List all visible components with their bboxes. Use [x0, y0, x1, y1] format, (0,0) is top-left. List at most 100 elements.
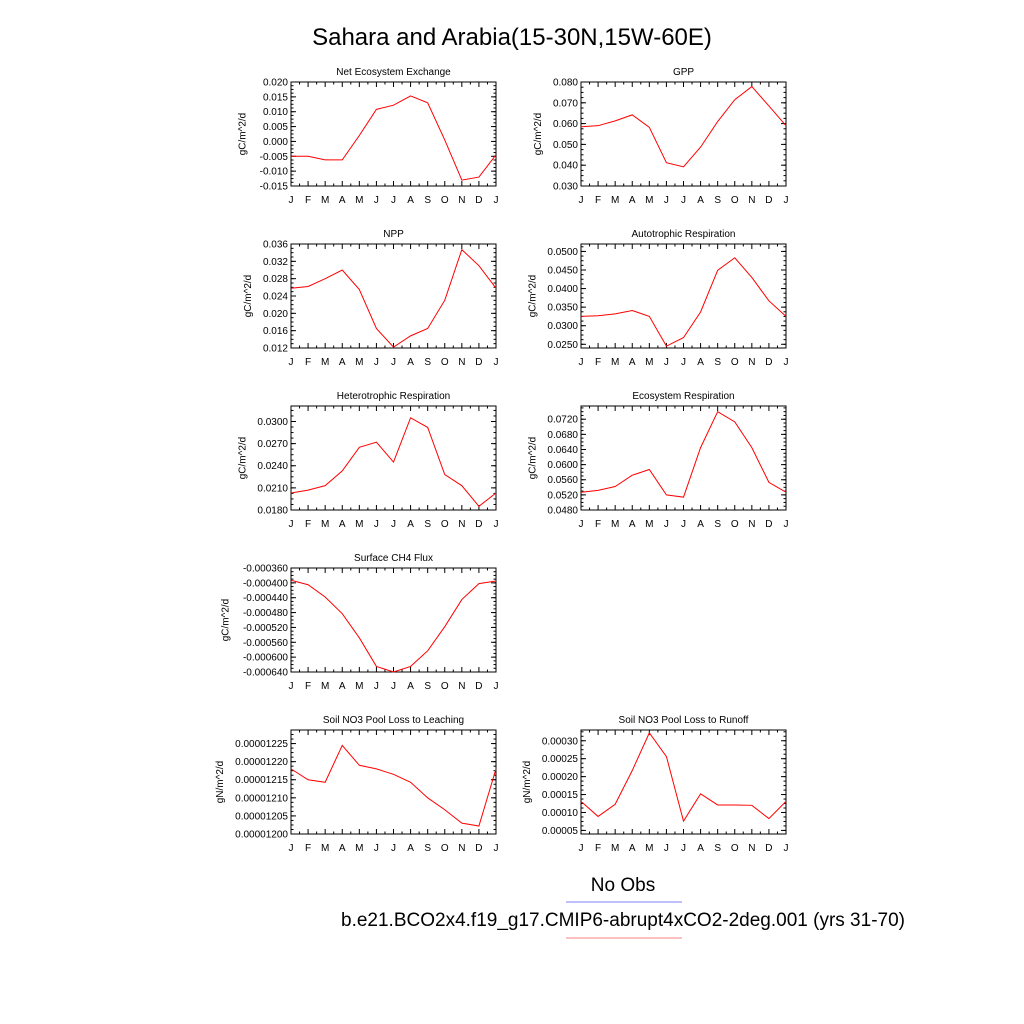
x-tick-label: J	[494, 357, 499, 368]
y-tick-label: 0.0250	[547, 340, 578, 351]
x-tick-label: J	[681, 519, 686, 530]
x-tick-label: A	[697, 843, 704, 854]
y-tick-label: 0.016	[263, 326, 288, 337]
y-tick-label: 0.0680	[547, 430, 578, 441]
x-tick-label: A	[407, 357, 414, 368]
x-tick-label: J	[579, 195, 584, 206]
x-tick-label: D	[765, 843, 772, 854]
x-tick-label: F	[305, 195, 311, 206]
y-tick-label: 0.0520	[547, 490, 578, 501]
x-tick-label: F	[305, 357, 311, 368]
x-tick-label: S	[424, 195, 431, 206]
plot-frame	[290, 405, 497, 511]
x-tick-label: A	[629, 519, 636, 530]
x-tick-label: A	[407, 843, 414, 854]
x-tick-label: O	[441, 195, 449, 206]
x-tick-label: O	[731, 195, 739, 206]
series-line	[290, 248, 497, 348]
x-tick-label: J	[289, 195, 294, 206]
series-line	[580, 257, 787, 347]
x-tick-label: S	[424, 681, 431, 692]
x-tick-label: M	[355, 843, 363, 854]
x-tick-label: J	[391, 357, 396, 368]
legend-entry-model: b.e21.BCO2x4.f19_g17.CMIP6-abrupt4xCO2-2…	[341, 910, 905, 931]
y-tick-label: 0.0500	[547, 247, 578, 258]
x-tick-label: M	[321, 195, 329, 206]
x-tick-label: M	[645, 357, 653, 368]
y-tick-label: -0.015	[260, 182, 289, 193]
panel-title: Soil NO3 Pool Loss to Runoff	[619, 715, 749, 726]
x-tick-label: O	[731, 519, 739, 530]
y-axis-label: gC/m^2/d	[237, 437, 248, 480]
y-tick-label: 0.0350	[547, 303, 578, 314]
x-tick-label: F	[595, 519, 601, 530]
y-tick-label: 0.050	[553, 140, 578, 151]
y-tick-label: 0.00025	[542, 754, 579, 765]
x-tick-label: D	[475, 843, 482, 854]
y-tick-label: 0.020	[263, 309, 288, 320]
x-tick-label: O	[731, 357, 739, 368]
x-tick-label: J	[289, 519, 294, 530]
x-tick-label: M	[321, 843, 329, 854]
x-tick-label: J	[784, 357, 789, 368]
x-tick-label: J	[579, 519, 584, 530]
x-tick-label: N	[748, 357, 755, 368]
y-tick-label: 0.00001220	[235, 757, 288, 768]
y-tick-label: 0.080	[553, 78, 578, 89]
x-tick-label: J	[664, 843, 669, 854]
plot-frame	[580, 81, 787, 187]
x-tick-label: M	[321, 357, 329, 368]
x-tick-label: A	[697, 357, 704, 368]
x-tick-label: J	[374, 357, 379, 368]
x-tick-label: A	[629, 357, 636, 368]
y-axis-label: gC/m^2/d	[533, 113, 544, 156]
y-tick-label: -0.000560	[243, 638, 288, 649]
x-tick-label: J	[681, 195, 686, 206]
x-tick-label: N	[458, 195, 465, 206]
series-line	[580, 731, 787, 823]
figure-title: Sahara and Arabia(15-30N,15W-60E)	[312, 24, 712, 51]
x-tick-label: J	[374, 681, 379, 692]
x-tick-label: M	[321, 681, 329, 692]
x-tick-label: F	[305, 843, 311, 854]
y-axis-label: gC/m^2/d	[527, 275, 538, 318]
plot-frame	[290, 243, 497, 349]
x-tick-label: N	[748, 843, 755, 854]
y-tick-label: 0.0300	[257, 417, 288, 428]
x-tick-label: J	[784, 195, 789, 206]
x-tick-label: D	[765, 195, 772, 206]
x-tick-label: F	[595, 195, 601, 206]
y-axis-label: gN/m^2/d	[215, 761, 226, 804]
y-tick-label: 0.0180	[257, 506, 288, 517]
y-tick-label: 0.010	[263, 107, 288, 118]
y-tick-label: 0.00001210	[235, 793, 288, 804]
y-tick-label: 0.0640	[547, 445, 578, 456]
x-tick-label: M	[321, 519, 329, 530]
series-line	[290, 744, 497, 827]
series-line	[291, 95, 497, 181]
x-tick-label: S	[714, 195, 721, 206]
legend: No Obs b.e21.BCO2x4.f19_g17.CMIP6-abrupt…	[341, 875, 905, 939]
x-tick-label: F	[305, 681, 311, 692]
x-tick-label: D	[765, 519, 772, 530]
y-tick-label: 0.0720	[547, 415, 578, 426]
x-tick-label: A	[339, 357, 346, 368]
y-tick-label: 0.020	[263, 78, 288, 89]
y-tick-label: -0.010	[260, 167, 289, 178]
x-tick-label: J	[289, 681, 294, 692]
x-tick-label: O	[441, 357, 449, 368]
x-tick-label: O	[441, 519, 449, 530]
y-tick-label: 0.00020	[542, 772, 579, 783]
y-tick-label: 0.00001225	[235, 739, 288, 750]
x-tick-label: J	[374, 843, 379, 854]
series-line	[290, 579, 497, 673]
x-tick-label: D	[765, 357, 772, 368]
y-tick-label: 0.012	[263, 344, 288, 355]
x-tick-label: J	[579, 357, 584, 368]
x-tick-label: N	[748, 519, 755, 530]
x-tick-label: F	[305, 519, 311, 530]
panel-title: Surface CH4 Flux	[354, 553, 433, 564]
